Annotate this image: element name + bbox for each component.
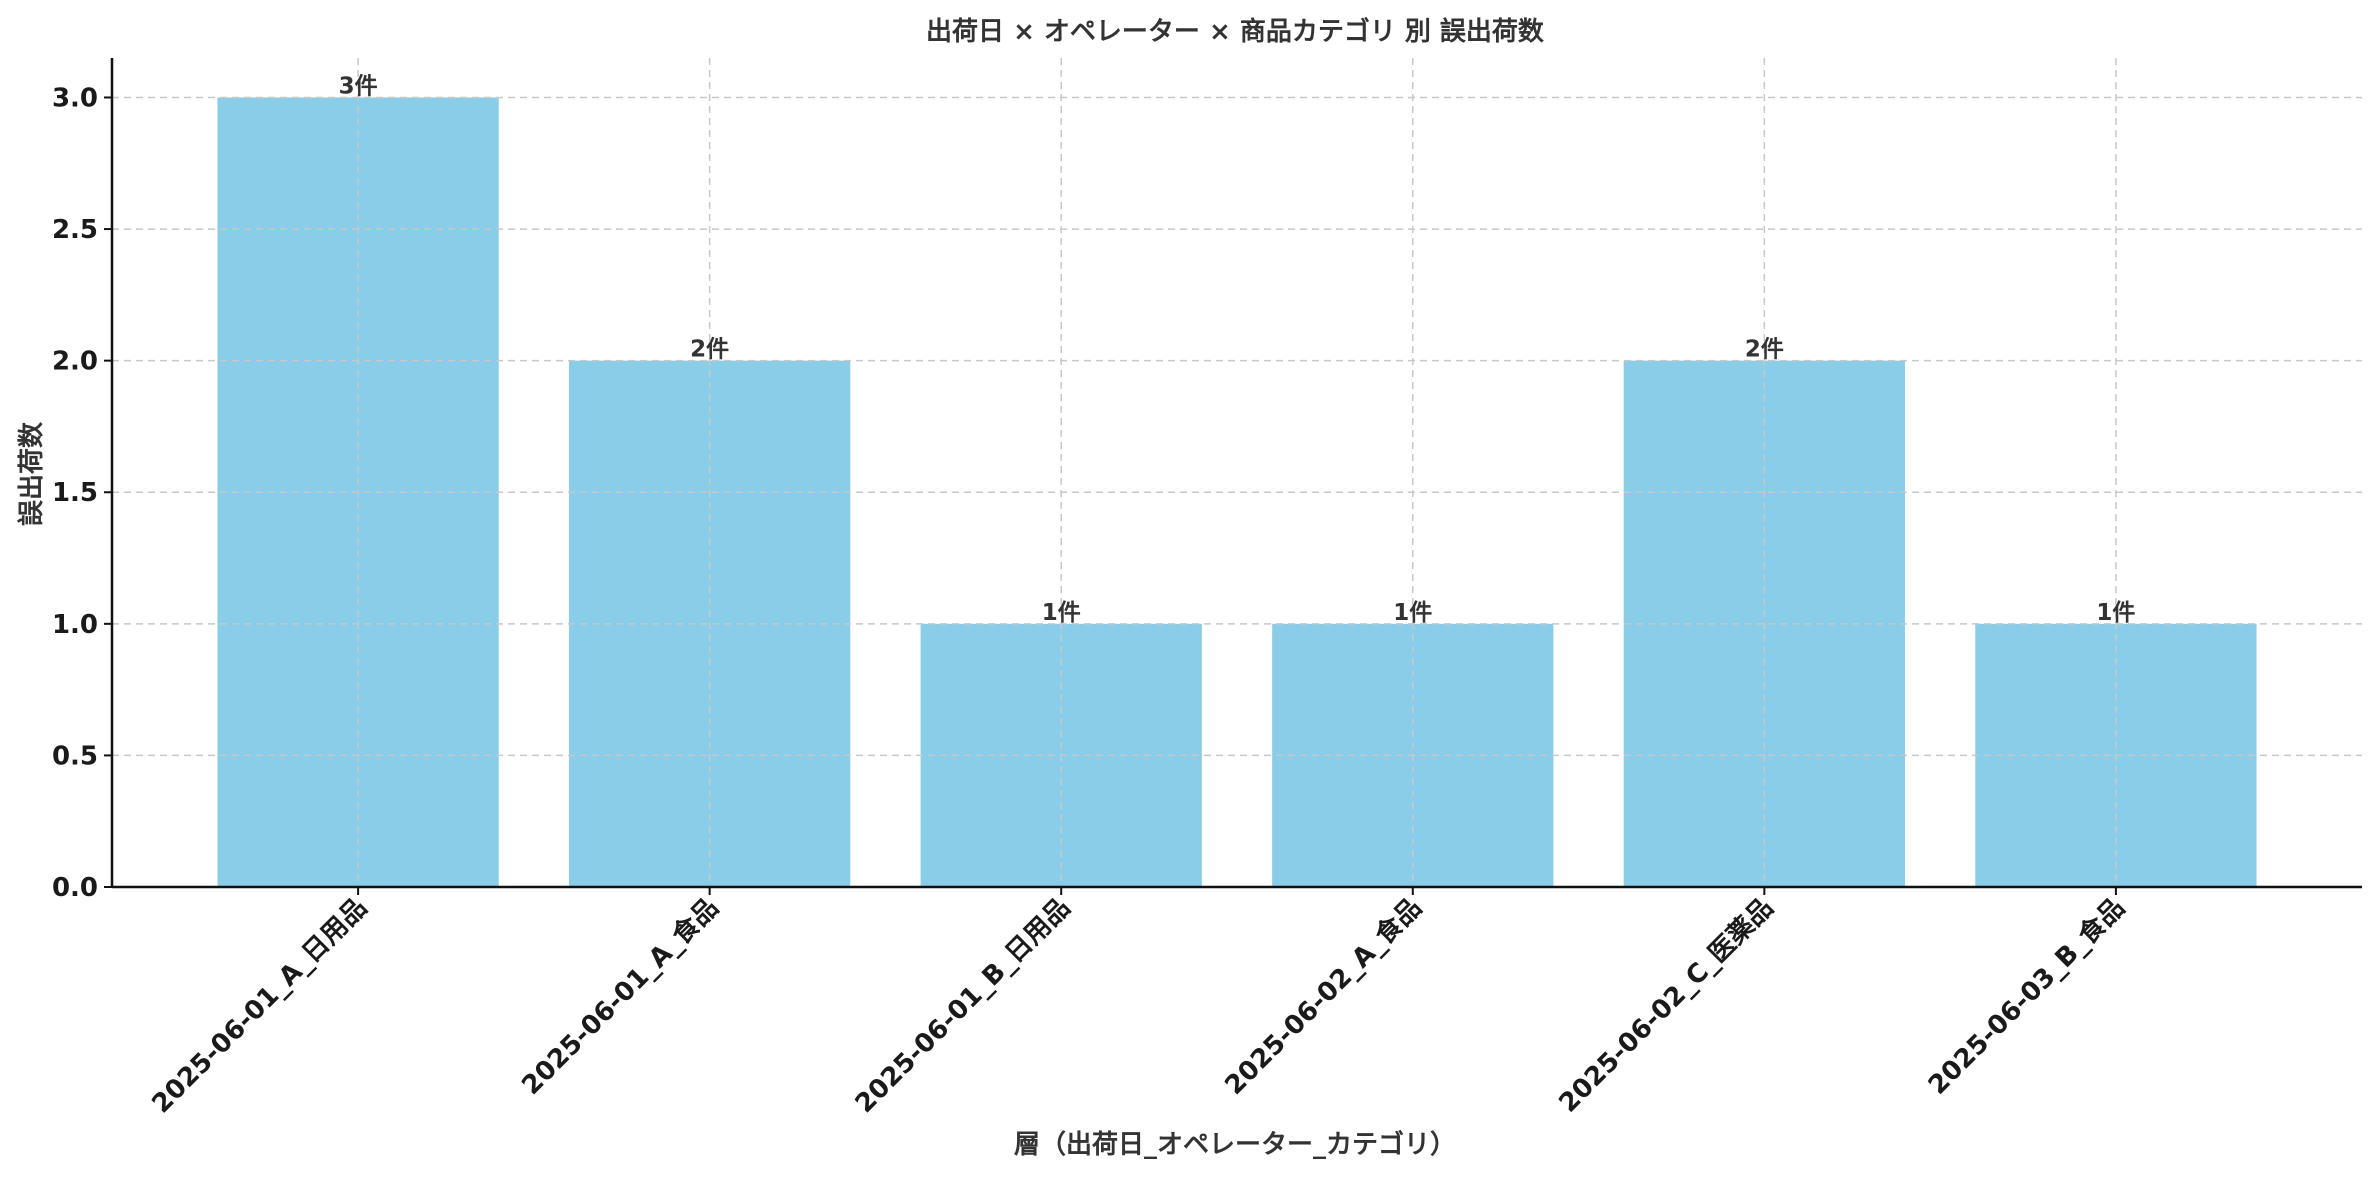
y-tick-label-1: 0.5 bbox=[52, 741, 98, 771]
x-tick-label-4: 2025-06-02_A_食品 bbox=[1219, 892, 1428, 1101]
y-tick-label-5: 2.5 bbox=[52, 215, 98, 245]
data-labels: 3件 2件 1件 1件 2件 1件 bbox=[339, 73, 2136, 625]
y-tick-label-6: 3.0 bbox=[52, 83, 98, 113]
x-tick-label-5: 2025-06-02_C_医薬品 bbox=[1553, 893, 1779, 1119]
bar-label-3: 1件 bbox=[1042, 600, 1081, 626]
x-tick-label-2: 2025-06-01_A_食品 bbox=[516, 892, 725, 1101]
bar-label-1: 3件 bbox=[339, 73, 378, 99]
y-tick-label-0: 0.0 bbox=[52, 873, 98, 903]
x-axis-label: 層（出荷日_オペレーター_カテゴリ） bbox=[1014, 1129, 1456, 1160]
x-tick-label-1: 2025-06-01_A_日用品 bbox=[146, 893, 373, 1120]
y-axis-label: 誤出荷数 bbox=[16, 421, 47, 526]
y-tick-label-3: 1.5 bbox=[52, 478, 98, 508]
chart-title: 出荷日 × オペレーター × 商品カテゴリ 別 誤出荷数 bbox=[926, 16, 1545, 47]
x-tick-label-3: 2025-06-01_B_日用品 bbox=[850, 893, 1076, 1119]
y-tick-label-2: 1.0 bbox=[52, 610, 98, 640]
bar-label-6: 1件 bbox=[2096, 600, 2135, 626]
bar-label-4: 1件 bbox=[1393, 600, 1432, 626]
grid bbox=[112, 58, 2362, 887]
bar-label-2: 2件 bbox=[690, 337, 729, 363]
x-tick-label-6: 2025-06-03_B_食品 bbox=[1922, 892, 2131, 1101]
bar-label-5: 2件 bbox=[1745, 337, 1784, 363]
y-tick-label-4: 2.0 bbox=[52, 347, 98, 377]
